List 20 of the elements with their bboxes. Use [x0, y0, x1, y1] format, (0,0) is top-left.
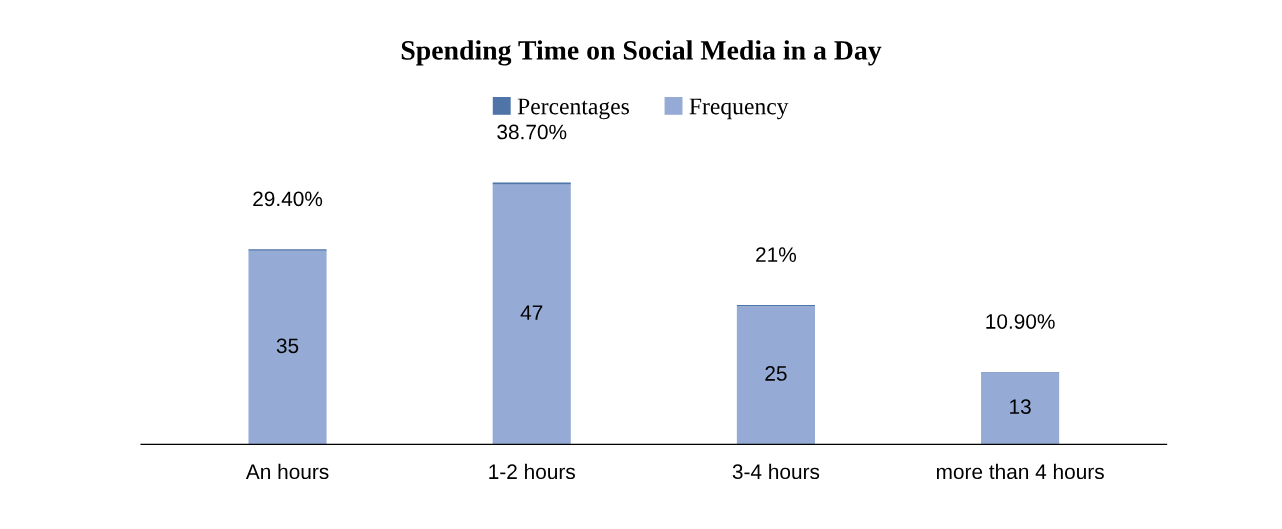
bar	[492, 184, 571, 445]
bar	[736, 306, 815, 445]
data-label: 35	[276, 338, 299, 354]
data-label: 25	[765, 366, 787, 381]
data-label: 47	[520, 305, 543, 320]
x-tick-label: 1-2 hours	[489, 463, 575, 480]
x-tick-label: 3-4 hours	[732, 463, 820, 480]
bar	[248, 250, 327, 445]
data-label: 38.70%	[497, 124, 567, 140]
data-label: 29.40%	[253, 191, 323, 207]
bar	[981, 372, 1060, 445]
bar	[492, 182, 571, 185]
x-tick-label: more than 4 hours	[936, 463, 1104, 480]
data-label: 10.90%	[986, 314, 1055, 329]
data-label: 21%	[756, 247, 797, 262]
chart-title: Spending Time on Social Media in a Day	[401, 40, 882, 66]
data-label: 13	[1010, 399, 1031, 415]
legend-label: Percentages	[517, 98, 629, 120]
legend-label: Frequency	[689, 98, 789, 120]
x-tick-label: An hours	[245, 463, 329, 480]
